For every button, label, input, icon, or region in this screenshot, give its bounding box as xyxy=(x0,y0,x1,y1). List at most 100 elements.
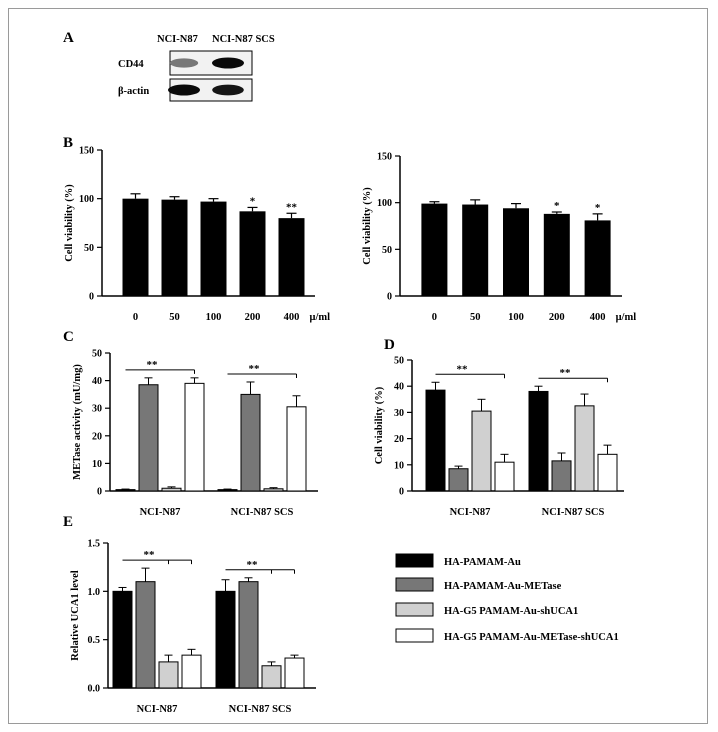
significance-label: ** xyxy=(560,367,572,379)
blot-band xyxy=(169,58,199,68)
bar xyxy=(494,461,515,492)
y-tick-label: 100 xyxy=(377,198,392,209)
y-tick-label: 50 xyxy=(394,356,404,367)
y-tick-label: 30 xyxy=(394,408,404,419)
y-axis-label: Cell viability (%) xyxy=(362,187,373,265)
bar xyxy=(215,590,236,689)
blot-row-label: β-actin xyxy=(118,86,149,97)
y-axis-label: Relative UCA1 level xyxy=(70,570,81,660)
bar xyxy=(184,382,205,492)
y-tick-label: 50 xyxy=(92,349,102,360)
x-category-label: 0 xyxy=(133,312,138,323)
bar xyxy=(240,393,261,492)
bar xyxy=(425,389,446,492)
y-tick-label: 100 xyxy=(79,194,94,205)
significance-label: ** xyxy=(457,363,469,375)
bar xyxy=(161,487,182,492)
bar xyxy=(503,208,529,296)
legend-swatch xyxy=(395,628,434,643)
x-category-label: NCI-N87 xyxy=(450,507,491,518)
legend-swatch xyxy=(395,553,434,568)
y-tick-label: 0 xyxy=(89,292,94,303)
y-tick-label: 1.0 xyxy=(88,587,101,598)
bar xyxy=(115,489,136,492)
y-axis-label: Cell viability (%) xyxy=(374,386,385,464)
blot-band xyxy=(212,84,244,96)
legend-swatch xyxy=(395,602,434,617)
bar xyxy=(161,199,188,296)
bar xyxy=(421,203,448,296)
bar xyxy=(471,410,492,492)
x-unit-label: μ/ml xyxy=(310,312,331,323)
bar xyxy=(543,213,570,296)
y-tick-label: 0.0 xyxy=(88,684,101,695)
y-tick-label: 0 xyxy=(399,487,404,498)
y-tick-label: 20 xyxy=(394,434,404,445)
legend-label: HA-G5 PAMAM-Au-METase-shUCA1 xyxy=(444,632,619,643)
y-tick-label: 1.5 xyxy=(88,539,101,550)
bar xyxy=(462,204,489,296)
blot-band xyxy=(168,84,200,96)
significance-label: ** xyxy=(147,359,159,371)
bar xyxy=(278,218,305,296)
y-tick-label: 50 xyxy=(84,243,94,254)
x-category-label: 0 xyxy=(432,312,437,323)
bar xyxy=(597,453,618,492)
bar xyxy=(284,657,305,689)
y-tick-label: 0 xyxy=(387,292,392,303)
x-unit-label: μ/ml xyxy=(616,312,637,323)
y-tick-label: 40 xyxy=(92,376,102,387)
bar xyxy=(112,590,133,689)
bar xyxy=(217,489,238,492)
y-tick-label: 10 xyxy=(92,459,102,470)
bar xyxy=(135,581,156,689)
bar xyxy=(448,468,469,492)
significance-label: ** xyxy=(249,363,261,375)
y-tick-label: 150 xyxy=(377,152,392,163)
significance-label: * xyxy=(250,195,256,207)
y-tick-label: 30 xyxy=(92,404,102,415)
x-category-label: 50 xyxy=(169,312,180,323)
bar xyxy=(286,406,307,492)
significance-label: ** xyxy=(247,559,259,571)
panel-label: C xyxy=(63,329,74,345)
y-tick-label: 10 xyxy=(394,460,404,471)
panel-label-a: A xyxy=(63,30,74,46)
blot-column-label: NCI-N87 xyxy=(157,34,198,45)
bar xyxy=(261,665,282,689)
bar xyxy=(239,211,266,296)
x-category-label: 100 xyxy=(508,312,524,323)
y-axis-label: METase activity (mU/mg) xyxy=(72,364,83,480)
x-category-label: NCI-N87 SCS xyxy=(229,704,292,715)
x-category-label: 200 xyxy=(549,312,565,323)
figure-frame xyxy=(8,8,708,724)
y-tick-label: 20 xyxy=(92,431,102,442)
bar xyxy=(551,460,572,492)
y-tick-label: 0 xyxy=(97,487,102,498)
y-tick-label: 150 xyxy=(79,146,94,157)
bar xyxy=(200,201,227,296)
blot-row-label: CD44 xyxy=(118,59,144,70)
bar xyxy=(263,488,284,492)
bar xyxy=(158,661,179,689)
bar xyxy=(122,198,149,296)
panel-label: B xyxy=(63,135,73,151)
panel-label: E xyxy=(63,514,73,530)
x-category-label: 400 xyxy=(284,312,300,323)
x-category-label: 50 xyxy=(470,312,481,323)
x-category-label: 400 xyxy=(590,312,606,323)
legend-label: HA-PAMAM-Au xyxy=(444,557,521,568)
bar xyxy=(238,581,259,689)
x-category-label: NCI-N87 xyxy=(137,704,178,715)
significance-label: ** xyxy=(144,549,156,561)
y-tick-label: 40 xyxy=(394,382,404,393)
x-category-label: 100 xyxy=(206,312,222,323)
significance-label: * xyxy=(595,202,601,214)
legend-swatch xyxy=(395,577,434,592)
legend-label: HA-PAMAM-Au-METase xyxy=(444,581,562,592)
y-tick-label: 50 xyxy=(382,245,392,256)
blot-band xyxy=(212,57,244,69)
significance-label: * xyxy=(554,200,560,212)
y-axis-label: Cell viability (%) xyxy=(64,184,75,262)
